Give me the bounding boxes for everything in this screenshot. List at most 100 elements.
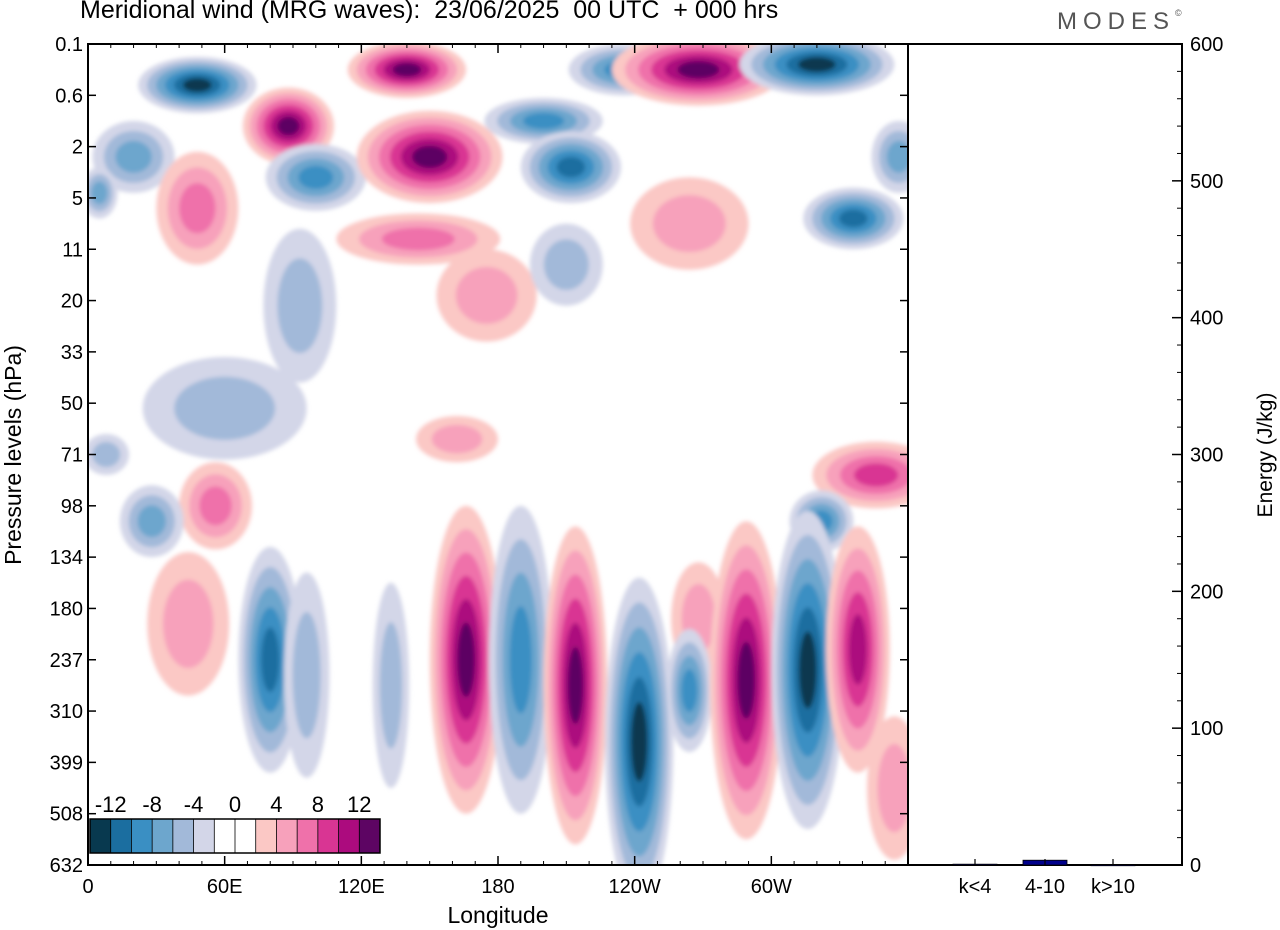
energy-axis-label: Energy (J/kg): [1254, 393, 1277, 518]
y-tick-label: 71: [61, 445, 83, 467]
wind-anomaly-negative-9: [556, 156, 586, 178]
y-tick-label: 50: [61, 393, 83, 415]
chart-title: Meridional wind (MRG waves): 23/06/2025 …: [80, 0, 779, 24]
y-tick-label: 632: [50, 855, 83, 877]
wind-anomaly-positive-27: [162, 579, 214, 669]
wind-anomaly-negative-2: [91, 181, 108, 205]
wind-anomaly-positive-17: [455, 267, 518, 324]
colorbar-swatch-10: [297, 819, 318, 853]
wind-anomaly-negative-18: [543, 239, 589, 290]
y-tick-label: 5: [72, 188, 83, 210]
y-tick-label: 20: [61, 291, 83, 313]
y-tick-label: 2: [72, 137, 83, 159]
wind-anomaly-negative-12: [798, 57, 836, 72]
colorbar-swatch-0: [90, 819, 111, 853]
x-tick-label: 180: [481, 876, 514, 898]
wind-anomaly-negative-25: [137, 505, 166, 538]
wind-anomaly-positive-11: [677, 60, 720, 79]
energy-tick-label: 500: [1190, 171, 1223, 193]
energy-bars: k<4 4-10 k>10: [952, 859, 1136, 898]
wind-anomaly-negative-1: [115, 140, 152, 173]
colorbar-label: -8: [142, 792, 162, 817]
y-tick-label: 11: [62, 239, 83, 261]
wind-anomaly-negative-38: [798, 631, 817, 709]
x-tick-label: 60W: [751, 876, 792, 898]
brand-mark: ©: [1175, 8, 1182, 18]
x-tick-label: 0: [82, 876, 93, 898]
colorbar-swatch-3: [152, 819, 173, 853]
y-tick-label: 134: [50, 547, 83, 569]
wind-anomaly-positive-7: [411, 145, 448, 169]
energy-tick-label: 600: [1190, 34, 1223, 56]
colorbar-label: 4: [270, 792, 282, 817]
colorbar-swatch-5: [193, 819, 215, 853]
colorbar-swatch-4: [172, 819, 194, 853]
wind-anomaly-negative-29: [292, 611, 321, 739]
wind-anomaly-negative-30: [379, 622, 403, 749]
wind-anomaly-positive-40: [877, 743, 908, 833]
energy-tick-label: 200: [1190, 581, 1223, 603]
wind-anomaly-negative-28: [261, 627, 280, 693]
heatmap-field: [88, 44, 908, 865]
y-tick-label: 0.1: [55, 34, 83, 56]
wind-anomaly-negative-20: [174, 376, 276, 440]
energy-category-label: k<4: [959, 876, 992, 898]
colorbar-swatch-2: [131, 819, 153, 853]
colorbar-label: -12: [95, 792, 127, 817]
wind-anomaly-positive-16: [381, 227, 455, 251]
y-tick-label: 33: [61, 342, 83, 364]
wind-anomaly-negative-34: [630, 702, 648, 782]
brand-name: MODES: [1057, 8, 1176, 35]
energy-tick-label: 300: [1190, 445, 1223, 467]
wind-anomaly-negative-32: [509, 606, 532, 714]
wind-anomaly-positive-39: [848, 614, 868, 685]
y-axis-label: Pressure levels (hPa): [0, 345, 26, 565]
energy-category-label: 4-10: [1025, 876, 1065, 898]
wind-anomaly-positive-33: [567, 646, 584, 724]
wind-anomaly-negative-5: [298, 165, 334, 190]
wind-anomaly-negative-14: [839, 209, 868, 228]
colorbar-swatch-11: [317, 819, 339, 853]
x-axis-label: Longitude: [447, 902, 548, 928]
energy-frame: [907, 43, 1183, 866]
axes: 0.1 0.6 2 5 11 20 33 50 71 98 134 180 237 310 399 508 63…: [50, 34, 1224, 898]
wind-anomaly-negative-19: [277, 258, 323, 354]
y-tick-label: 508: [50, 804, 83, 826]
y-tick-label: 237: [50, 650, 83, 672]
wind-anomaly-positive-21: [431, 424, 483, 454]
wind-anomaly-negative-26: [92, 441, 121, 468]
wind-anomaly-positive-24: [199, 486, 232, 526]
wind-anomaly-positive-37: [737, 641, 756, 719]
x-tick-label: 60E: [207, 876, 243, 898]
colorbar: -12 -8 -4 0 4 8 12: [89, 792, 381, 854]
wind-anomaly-negative-36: [681, 669, 698, 712]
y-tick-label: 310: [50, 701, 83, 723]
y-tick-label: 180: [50, 598, 83, 620]
colorbar-label: -4: [184, 792, 204, 817]
y-tick-label: 399: [50, 752, 83, 774]
colorbar-swatch-12: [338, 819, 360, 853]
colorbar-swatch-13: [359, 819, 380, 853]
x-tick-label: 120E: [338, 876, 385, 898]
energy-category-label: k>10: [1091, 876, 1135, 898]
wind-anomaly-positive-22: [853, 463, 899, 487]
wind-anomaly-negative-0: [182, 78, 212, 92]
modes-logo: MODES©: [1057, 8, 1182, 36]
colorbar-swatch-9: [276, 819, 298, 853]
wind-anomaly-positive-6: [392, 62, 422, 77]
colorbar-swatch-8: [255, 819, 277, 853]
colorbar-label: 12: [347, 792, 371, 817]
y-tick-label: 0.6: [55, 85, 83, 107]
energy-tick-label: 0: [1190, 855, 1201, 877]
wind-anomaly-negative-8: [522, 112, 565, 130]
colorbar-swatch-7: [235, 819, 256, 853]
wind-anomaly-positive-31: [457, 622, 475, 698]
wind-anomaly-positive-15: [652, 195, 726, 253]
colorbar-swatch-6: [214, 819, 235, 853]
colorbar-swatch-1: [110, 819, 132, 853]
energy-tick-label: 400: [1190, 308, 1223, 330]
y-tick-label: 98: [61, 496, 83, 518]
wind-anomaly-negative-13: [886, 140, 908, 173]
colorbar-label: 8: [312, 792, 324, 817]
energy-tick-label: 100: [1190, 718, 1223, 740]
